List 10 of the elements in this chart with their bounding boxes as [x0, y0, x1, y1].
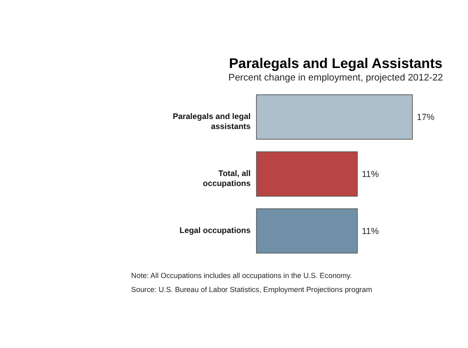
- text: Note: All Occupations includes all occupations in the U.S. Economy.: [131, 270, 352, 280]
- data-label: 11%: [362, 168, 379, 179]
- source-note: Source: U.S. Bureau of Labor Statistics, Employment Projections program: [131, 284, 372, 294]
- y-tick-label: Paralegals and legal assistants: [172, 112, 252, 131]
- y-tick-label: Legal occupations: [180, 226, 252, 236]
- data-label: 11%: [362, 226, 379, 236]
- chart-subtitle: Percent change in employment, projected 2012-22: [228, 72, 443, 84]
- chart-title: Paralegals and Legal Assistants: [228, 54, 443, 71]
- data-label: 17%: [416, 112, 435, 122]
- y-tick-label: Total, all occupations: [202, 169, 252, 188]
